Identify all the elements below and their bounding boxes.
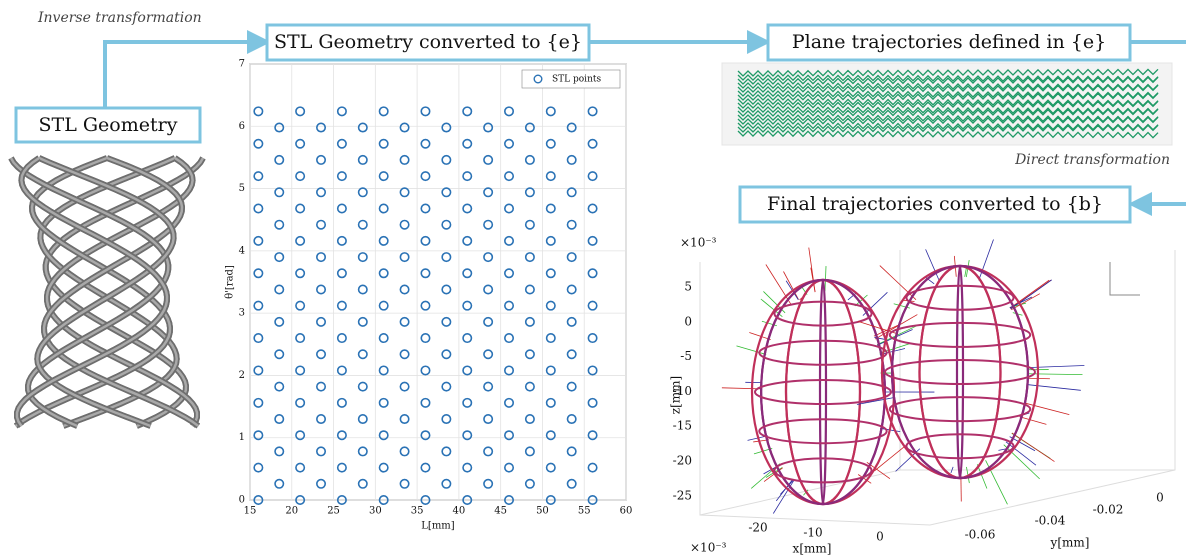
x-tick-label: 55 — [578, 506, 591, 517]
normal-vector — [1004, 445, 1040, 479]
trajectory-ring — [755, 380, 891, 404]
trajectory-ring — [885, 360, 1035, 384]
axis-title: x[mm] — [793, 542, 832, 556]
z-tick-label: -5 — [680, 349, 692, 363]
trajectory-ring — [906, 286, 1013, 310]
trajectory-ring — [820, 280, 826, 504]
x-tick-label: 45 — [494, 506, 507, 517]
trajectory-ring — [759, 419, 886, 443]
trajectory-ring — [774, 458, 871, 482]
y-tick-label: 4 — [239, 245, 245, 256]
x-tick-label: -20 — [748, 521, 767, 535]
axis-title: y[mm] — [1050, 536, 1090, 550]
trajectory-ring — [752, 280, 894, 504]
trajectories-3d-image — [700, 240, 1175, 525]
scatter-chart: 1520253035404550556001234567L[mm]θ'[rad]… — [225, 59, 633, 532]
box-label: STL Geometry converted to {e} — [274, 31, 582, 53]
box-label: Final trajectories converted to {b} — [767, 193, 1103, 215]
z-tick-label: -15 — [673, 419, 692, 433]
annotation: Inverse transformation — [37, 10, 202, 26]
y-tick-label: 5 — [239, 183, 245, 194]
z-tick-label: -20 — [673, 454, 692, 468]
normal-vector — [1027, 385, 1081, 391]
normal-vector — [1010, 280, 1049, 308]
trajectory-ring — [761, 280, 885, 504]
figure: Inverse transformation Direct transforma… — [0, 0, 1186, 558]
plot-area — [250, 64, 626, 500]
z-tick-label: -25 — [673, 488, 692, 502]
box-label: STL Geometry — [39, 114, 178, 136]
connector-arrow — [105, 42, 263, 108]
axis-multiplier: ×10⁻³ — [690, 541, 727, 555]
annotation: Direct transformation — [1014, 152, 1170, 168]
x-tick-label: 25 — [327, 506, 340, 517]
y-tick-label: 1 — [239, 432, 245, 443]
trajectory-ring — [892, 266, 1028, 478]
trajectory-ring — [786, 280, 860, 504]
y-tick-label: 7 — [239, 59, 245, 70]
y-tick-label: 6 — [239, 121, 245, 132]
normal-vector — [1027, 366, 1084, 368]
normal-vector — [722, 388, 762, 389]
normal-vector — [1020, 417, 1047, 425]
axis-multiplier: ×10⁻³ — [680, 236, 717, 250]
y-tick-label: -0.06 — [965, 528, 996, 542]
y-tick-label: 2 — [239, 370, 245, 381]
y-axis-title: θ'[rad] — [225, 265, 236, 299]
y-tick-label: 0 — [1156, 491, 1164, 505]
y-tick-label: 0 — [239, 495, 245, 506]
trajectory-ring — [890, 397, 1031, 421]
normal-vector — [1027, 374, 1082, 375]
y-tick-label: 3 — [239, 308, 245, 319]
trajectory-ring — [906, 434, 1013, 458]
axis-box — [700, 250, 1175, 525]
legend-label: STL points — [552, 75, 601, 85]
plane-trajectories-image — [722, 63, 1172, 145]
trajectory-ring — [957, 266, 963, 478]
normal-vector — [825, 266, 826, 291]
x-tick-label: 15 — [244, 506, 257, 517]
x-tick-label: 35 — [411, 506, 424, 517]
normal-vector — [965, 268, 967, 277]
x-tick-label: 30 — [369, 506, 382, 517]
trajectory-ring — [759, 341, 886, 365]
frame-axes — [1110, 262, 1140, 295]
box-label: Plane trajectories defined in {e} — [792, 31, 1106, 53]
z-tick-label: 5 — [684, 280, 692, 294]
trajectory-ring — [882, 266, 1038, 478]
x-tick-label: 40 — [453, 506, 466, 517]
x-tick-label: 20 — [285, 506, 298, 517]
stent-image — [11, 158, 203, 426]
x-tick-label: 60 — [620, 506, 633, 517]
x-axis-title: L[mm] — [421, 521, 455, 532]
normal-vector — [1012, 433, 1055, 462]
trajectory-ring — [920, 266, 1001, 478]
z-tick-label: 0 — [684, 314, 692, 328]
trajectory-ring — [890, 323, 1031, 347]
axis-title: z[mm] — [669, 376, 683, 414]
x-tick-label: 0 — [876, 530, 884, 544]
x-tick-label: -10 — [803, 526, 822, 540]
y-tick-label: -0.02 — [1093, 503, 1124, 517]
trajectory-ring — [774, 302, 871, 326]
y-tick-label: -0.04 — [1035, 514, 1066, 528]
x-tick-label: 50 — [536, 506, 549, 517]
